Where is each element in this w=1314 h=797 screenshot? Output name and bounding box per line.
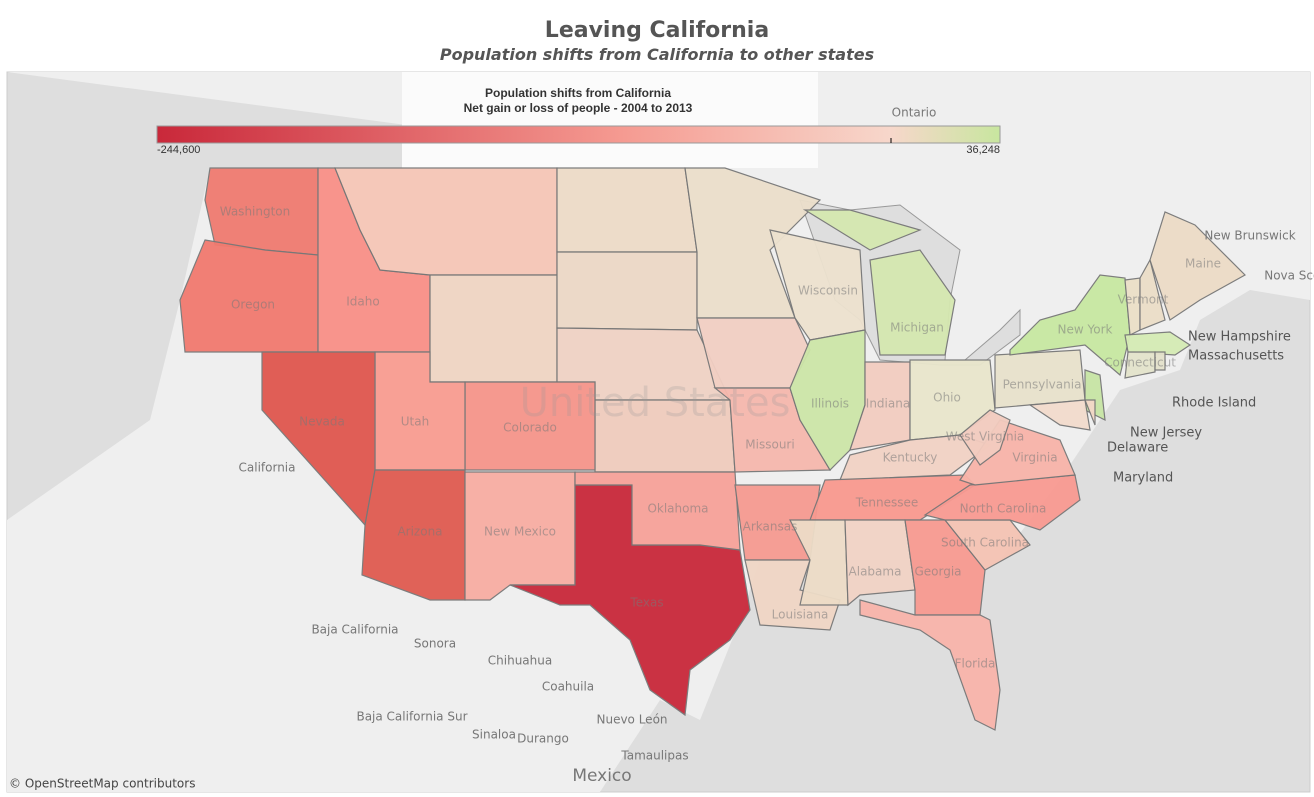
state — [1149, 211, 1246, 321]
place-label: Ontario — [892, 106, 937, 120]
state-label: North Carolina — [960, 502, 1047, 516]
legend-min: -244,600 — [157, 144, 200, 156]
state-label: South Carolina — [941, 536, 1029, 550]
state-label: Nevada — [299, 415, 345, 429]
place-label: Durango — [517, 732, 569, 746]
state-label: West Virginia — [946, 430, 1025, 444]
state — [869, 249, 956, 356]
state-label: Louisiana — [772, 608, 829, 622]
legend-subtitle: Net gain or loss of people - 2004 to 201… — [464, 101, 693, 115]
state-label: Texas — [629, 596, 663, 610]
state-label: Vermont — [1118, 293, 1169, 307]
place-label: Coahuila — [542, 680, 594, 694]
state — [844, 519, 916, 607]
title: Leaving California — [544, 18, 770, 43]
state — [802, 209, 922, 251]
state-label: Pennsylvania — [1003, 378, 1082, 392]
state — [1028, 399, 1091, 431]
place-label: California — [239, 461, 296, 475]
subtitle: Population shifts from California to oth… — [439, 45, 875, 64]
place-label: Chihuahua — [488, 654, 552, 668]
state-label: Kentucky — [883, 451, 938, 465]
state-label: Utah — [401, 415, 429, 429]
state-label: Washington — [220, 205, 291, 219]
state-label: Missouri — [745, 438, 794, 452]
state-label: New York — [1058, 323, 1113, 337]
legend-bar — [156, 125, 1001, 144]
state — [789, 519, 849, 606]
place-label: Mexico — [572, 766, 631, 786]
state — [859, 599, 1001, 731]
state-label: Oregon — [231, 298, 275, 312]
state — [556, 251, 698, 331]
state — [1124, 351, 1156, 379]
state — [959, 409, 1011, 466]
place-label: Tamaulipas — [620, 749, 688, 763]
state — [789, 329, 866, 471]
state-label: Virginia — [1012, 451, 1057, 465]
state-label: Wisconsin — [798, 284, 858, 298]
state-label: New Mexico — [484, 525, 556, 539]
state — [1154, 351, 1166, 371]
state-label: Arizona — [397, 525, 442, 539]
state-label: Florida — [955, 657, 996, 671]
state-label: Arkansas — [743, 520, 798, 534]
attribution: © OpenStreetMap contributors — [9, 777, 195, 791]
place-label: Nuevo León — [596, 713, 667, 727]
place-label: Sinaloa — [472, 728, 516, 742]
state — [361, 469, 466, 601]
state — [429, 274, 558, 383]
state-label: Maine — [1185, 257, 1221, 271]
state — [556, 167, 698, 253]
state — [1084, 399, 1096, 426]
state-label: Connecticut — [1104, 356, 1176, 370]
legend-title: Population shifts from California — [485, 86, 671, 100]
state — [684, 167, 822, 319]
state-label: Oklahoma — [647, 502, 708, 516]
state-label: Illinois — [811, 397, 849, 411]
state — [1139, 258, 1166, 331]
state-label: Idaho — [346, 295, 379, 309]
state — [179, 239, 319, 353]
state — [696, 317, 811, 389]
place-label: Baja California — [311, 623, 398, 637]
state-label: Tennessee — [855, 496, 919, 510]
state-label: Indiana — [866, 397, 910, 411]
state-label: Alabama — [849, 565, 902, 579]
legend-max: 36,248 — [966, 144, 1000, 156]
legend-panel — [402, 72, 818, 168]
state-label: Michigan — [890, 321, 944, 335]
place-label: New Brunswick — [1204, 229, 1295, 243]
state-label: Maryland — [1113, 471, 1173, 486]
state-label: Rhode Island — [1172, 396, 1256, 411]
state-label: Ohio — [933, 391, 961, 405]
place-label: Nova Scotia — [1264, 269, 1314, 283]
place-label: Baja California Sur — [356, 710, 467, 724]
state-label: New Jersey — [1130, 426, 1202, 441]
state-label: Delaware — [1107, 441, 1168, 456]
place-label: United States — [520, 380, 791, 426]
state — [1124, 331, 1192, 356]
state-label: Massachusetts — [1188, 349, 1284, 364]
state-label: Colorado — [503, 421, 557, 435]
state-label: Georgia — [914, 565, 961, 579]
place-label: Sonora — [414, 637, 456, 651]
state-label: New Hampshire — [1188, 330, 1291, 345]
state — [849, 361, 911, 451]
